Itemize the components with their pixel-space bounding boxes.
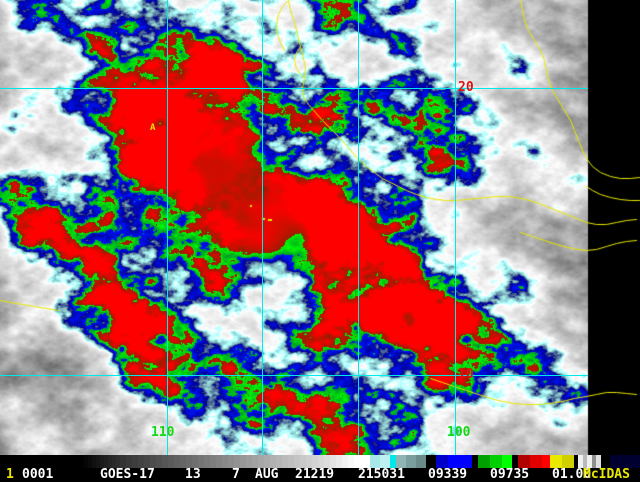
colorbar-segment xyxy=(396,455,406,468)
colorbar-segment xyxy=(354,455,362,468)
colorbar-segment xyxy=(132,455,138,468)
colorbar-segment xyxy=(312,455,318,468)
colorbar-segment xyxy=(104,455,108,468)
frame-index-label: 1 xyxy=(6,467,14,482)
colorbar-segment xyxy=(192,455,198,468)
colorbar-segment xyxy=(562,455,574,468)
colorbar-segment xyxy=(460,455,472,468)
colorbar-segment xyxy=(162,455,168,468)
colorbar-segment xyxy=(100,455,104,468)
bottom-info-bar: 1 0001 GOES-17 13 7 AUG 21219 215031 09339 09735… xyxy=(0,455,640,482)
colorbar-segment xyxy=(348,455,354,468)
colorbar-segment xyxy=(156,455,162,468)
colorbar-segment xyxy=(448,455,460,468)
colorbar-segment xyxy=(583,455,587,468)
colorbar-segment xyxy=(550,455,562,468)
colorbar-segment xyxy=(126,455,132,468)
colorbar-segment xyxy=(246,455,252,468)
colorbar-segment xyxy=(204,455,210,468)
colorbar-segment xyxy=(234,455,240,468)
colorbar-segment xyxy=(276,455,282,468)
colorbar-segment xyxy=(240,455,246,468)
colorbar-segment xyxy=(258,455,264,468)
colorbar-segment xyxy=(216,455,222,468)
colorbar-segment xyxy=(294,455,300,468)
band-number: 13 xyxy=(185,467,201,482)
resolution: 01.00 xyxy=(552,467,592,482)
colorbar-segment xyxy=(88,455,92,468)
colorbar-segment xyxy=(168,455,174,468)
software-label: McIDAS xyxy=(583,467,630,482)
colorbar-segment xyxy=(336,455,342,468)
colorbar-segment xyxy=(306,455,312,468)
colorbar-segment xyxy=(542,455,550,468)
colorbar-segment xyxy=(478,455,490,468)
colorbar-segment xyxy=(518,455,530,468)
colorbar-segment xyxy=(370,455,380,468)
status-line: 1 0001 GOES-17 13 7 AUG 21219 215031 09339 09735… xyxy=(0,467,640,482)
colorbar-segment xyxy=(144,455,150,468)
satellite-image-canvas[interactable] xyxy=(0,0,640,455)
colorbar-segment xyxy=(574,455,578,468)
colorbar-segment xyxy=(406,455,416,468)
colorbar-segment xyxy=(186,455,192,468)
colorbar-segment xyxy=(116,455,120,468)
colorbar-segment xyxy=(288,455,294,468)
colorbar-segment xyxy=(610,455,640,468)
colorbar-segment xyxy=(198,455,204,468)
colorbar-segment xyxy=(108,455,112,468)
colorbar-segment xyxy=(92,455,96,468)
colorbar-segment xyxy=(252,455,258,468)
colorbar-segment xyxy=(174,455,180,468)
day-of-month: 7 xyxy=(232,467,240,482)
colorbar-segment xyxy=(502,455,512,468)
colorbar-segment xyxy=(601,455,610,468)
colorbar-segment xyxy=(180,455,186,468)
colorbar-segment xyxy=(380,455,390,468)
center-latitude: 09339 xyxy=(428,467,468,482)
colorbar-segment xyxy=(426,455,436,468)
colorbar-segment xyxy=(330,455,336,468)
archive-id: 0001 xyxy=(22,467,54,482)
colorbar-segment xyxy=(228,455,234,468)
colorbar-segment xyxy=(436,455,448,468)
colorbar-segment xyxy=(96,455,100,468)
colorbar-segment xyxy=(222,455,228,468)
colorbar-segment xyxy=(530,455,542,468)
colorbar-segment xyxy=(138,455,144,468)
colorbar-segment xyxy=(362,455,370,468)
colorbar-segment xyxy=(472,455,478,468)
colorbar-segment xyxy=(596,455,601,468)
colorbar-segment xyxy=(80,455,84,468)
colorbar-segment xyxy=(120,455,126,468)
satellite-name: GOES-17 xyxy=(100,467,155,482)
satellite-image-panel[interactable]: 20 10 110 100 A xyxy=(0,0,640,455)
colorbar-segment xyxy=(490,455,502,468)
colorbar-segment xyxy=(264,455,270,468)
colorbar-segment xyxy=(416,455,426,468)
colorbar-segment xyxy=(318,455,324,468)
colorbar-segment xyxy=(112,455,116,468)
colorbar-segment xyxy=(324,455,330,468)
colorbar-segment xyxy=(270,455,276,468)
colorbar-segment xyxy=(282,455,288,468)
ir-enhancement-colorbar xyxy=(0,455,640,468)
month: AUG xyxy=(255,467,279,482)
colorbar-segment xyxy=(512,455,518,468)
julian-date: 21219 xyxy=(295,467,335,482)
image-time: 215031 xyxy=(358,467,405,482)
colorbar-segment xyxy=(84,455,88,468)
colorbar-segment xyxy=(578,455,583,468)
colorbar-segment xyxy=(300,455,306,468)
colorbar-segment xyxy=(390,455,396,468)
colorbar-segment xyxy=(342,455,348,468)
colorbar-segment xyxy=(592,455,596,468)
center-longitude: 09735 xyxy=(490,467,530,482)
colorbar-segment xyxy=(210,455,216,468)
colorbar-segment xyxy=(150,455,156,468)
colorbar-segment xyxy=(587,455,592,468)
